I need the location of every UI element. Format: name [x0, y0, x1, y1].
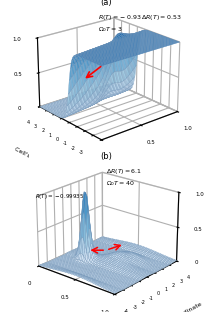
Text: $\Delta R(T) = 6.1$: $\Delta R(T) = 6.1$: [106, 167, 142, 176]
Y-axis label: Cell's coordinate: Cell's coordinate: [13, 147, 62, 176]
X-axis label: $t/T$: $t/T$: [158, 156, 173, 170]
Text: (b): (b): [100, 152, 112, 161]
Text: $R(T) = -0.93\,\Delta R(T) = 0.53$: $R(T) = -0.93\,\Delta R(T) = 0.53$: [98, 12, 182, 22]
Text: (a): (a): [100, 0, 112, 7]
Y-axis label: Cell's coordinate: Cell's coordinate: [154, 301, 203, 312]
Text: $\Omega_0 T = 40$: $\Omega_0 T = 40$: [106, 179, 135, 188]
Text: $\Omega_0 T = 3$: $\Omega_0 T = 3$: [98, 25, 123, 34]
Text: $R(T) = -0.99935$: $R(T) = -0.99935$: [35, 192, 84, 201]
X-axis label: $t/T$: $t/T$: [43, 310, 58, 312]
